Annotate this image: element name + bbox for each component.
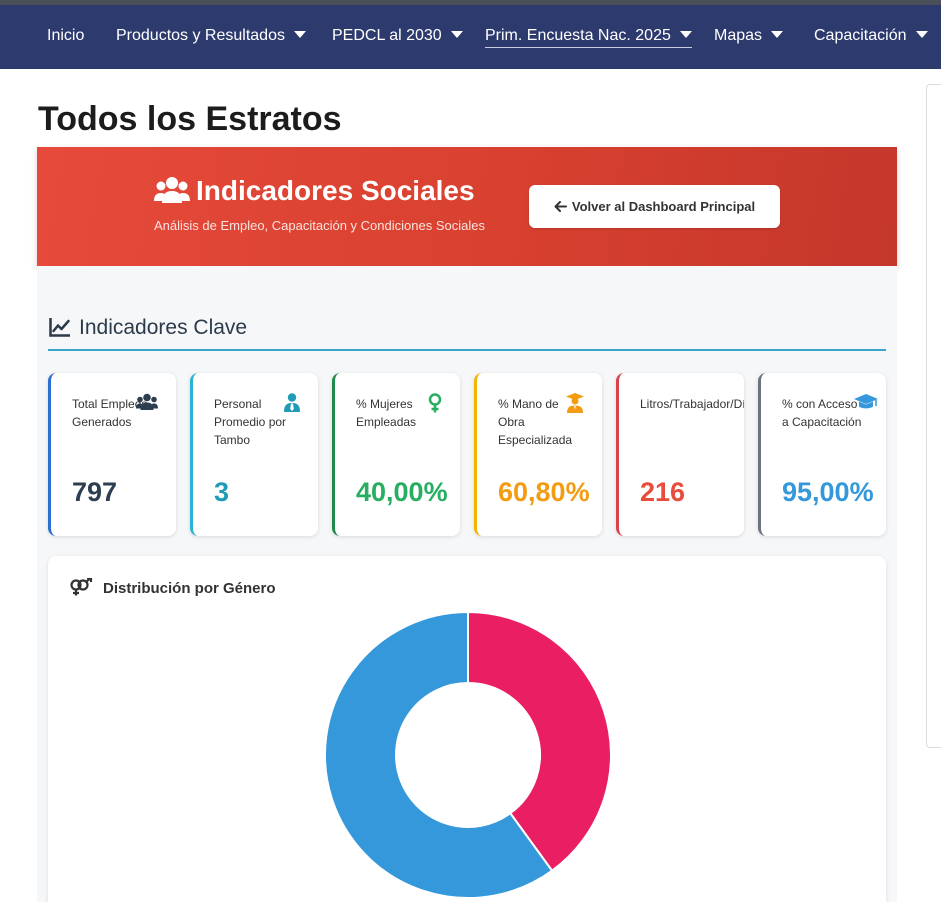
kpi-label: Litros/Trabajador/Día [640, 397, 744, 411]
gender-donut-chart [325, 612, 611, 898]
nav-item-productos[interactable]: Productos y Resultados [116, 5, 306, 69]
nav-item-label: PEDCL al 2030 [332, 27, 442, 44]
kpi-card-acceso-capacitacion: % con Acceso a Capacitación 95,00% [758, 373, 886, 536]
section-divider [48, 349, 886, 351]
banner-title: Indicadores Sociales [154, 175, 475, 207]
nav-item-label: Prim. Encuesta Nac. 2025 [485, 27, 671, 44]
nav-item-label: Capacitación [814, 27, 907, 44]
nav-item-label: Inicio [47, 27, 85, 44]
nav-item-mapas[interactable]: Mapas [714, 5, 784, 69]
section-title: Indicadores Clave [49, 316, 247, 340]
caret-down-icon [450, 31, 463, 38]
user-tie-icon [284, 393, 300, 412]
kpi-card-total-empleos: Total Empleos Generados 797 [48, 373, 176, 536]
nav-item-label: Mapas [714, 27, 763, 44]
users-icon [136, 393, 158, 410]
content-area: Indicadores Clave Total Empleos Generado… [37, 266, 897, 902]
venus-icon [428, 393, 442, 413]
side-panel [926, 84, 941, 748]
kpi-value: 60,80% [498, 477, 590, 507]
back-to-dashboard-button[interactable]: Volver al Dashboard Principal [529, 185, 780, 228]
nav-item-encuesta[interactable]: Prim. Encuesta Nac. 2025 [485, 5, 692, 69]
caret-down-icon [915, 31, 928, 38]
nav-item-pedcl[interactable]: PEDCL al 2030 [332, 5, 463, 69]
nav-item-capacitacion[interactable]: Capacitación [814, 5, 928, 69]
kpi-value: 3 [214, 477, 230, 507]
window-top-strip [0, 0, 941, 5]
kpi-card-litros-trabajador: Litros/Trabajador/Día 216 [616, 373, 744, 536]
gender-distribution-card: Distribución por Género [48, 556, 886, 902]
donut-slice-1[interactable] [325, 612, 554, 898]
section-title-text: Indicadores Clave [79, 316, 248, 339]
kpi-value: 40,00% [356, 477, 448, 507]
nav-item-active-wrap: Prim. Encuesta Nac. 2025 [485, 27, 692, 48]
graduate-icon [566, 393, 584, 413]
nav-item-inicio[interactable]: Inicio [47, 5, 84, 69]
users-icon [154, 177, 190, 203]
donut-slice-0[interactable] [467, 612, 611, 873]
banner-title-text: Indicadores Sociales [196, 175, 475, 206]
page-title: Todos los Estratos [38, 100, 342, 138]
back-button-label: Volver al Dashboard Principal [571, 199, 756, 214]
kpi-card-personal-promedio: Personal Promedio por Tambo 3 [190, 373, 318, 536]
kpi-label: % con Acceso a Capacitación [782, 397, 862, 429]
chart-title: Distribución por Género [69, 576, 276, 597]
caret-down-icon [771, 31, 784, 38]
main-navbar: Inicio Productos y Resultados PEDCL al 2… [0, 5, 941, 69]
venus-mars-icon [70, 576, 93, 596]
banner: Indicadores Sociales Análisis de Empleo,… [37, 147, 897, 266]
kpi-value: 797 [72, 477, 118, 507]
kpi-label: Personal Promedio por Tambo [214, 397, 287, 447]
banner-subtitle: Análisis de Empleo, Capacitación y Condi… [154, 218, 485, 233]
chart-title-text: Distribución por Género [103, 580, 276, 597]
kpi-label: % Mano de Obra Especializada [498, 397, 573, 447]
arrow-left-icon [554, 201, 567, 212]
nav-item-label: Productos y Resultados [116, 27, 285, 44]
graduation-cap-icon [854, 394, 878, 409]
chart-line-icon [49, 318, 70, 337]
caret-down-icon [679, 31, 692, 38]
kpi-value: 95,00% [782, 477, 874, 507]
caret-down-icon [293, 31, 306, 38]
kpi-label: % Mujeres Empleadas [356, 397, 417, 429]
kpi-label: Total Empleos Generados [72, 397, 148, 429]
kpi-card-mano-obra-especializada: % Mano de Obra Especializada 60,80% [474, 373, 602, 536]
kpi-value: 216 [640, 477, 686, 507]
kpi-card-mujeres-empleadas: % Mujeres Empleadas 40,00% [332, 373, 460, 536]
